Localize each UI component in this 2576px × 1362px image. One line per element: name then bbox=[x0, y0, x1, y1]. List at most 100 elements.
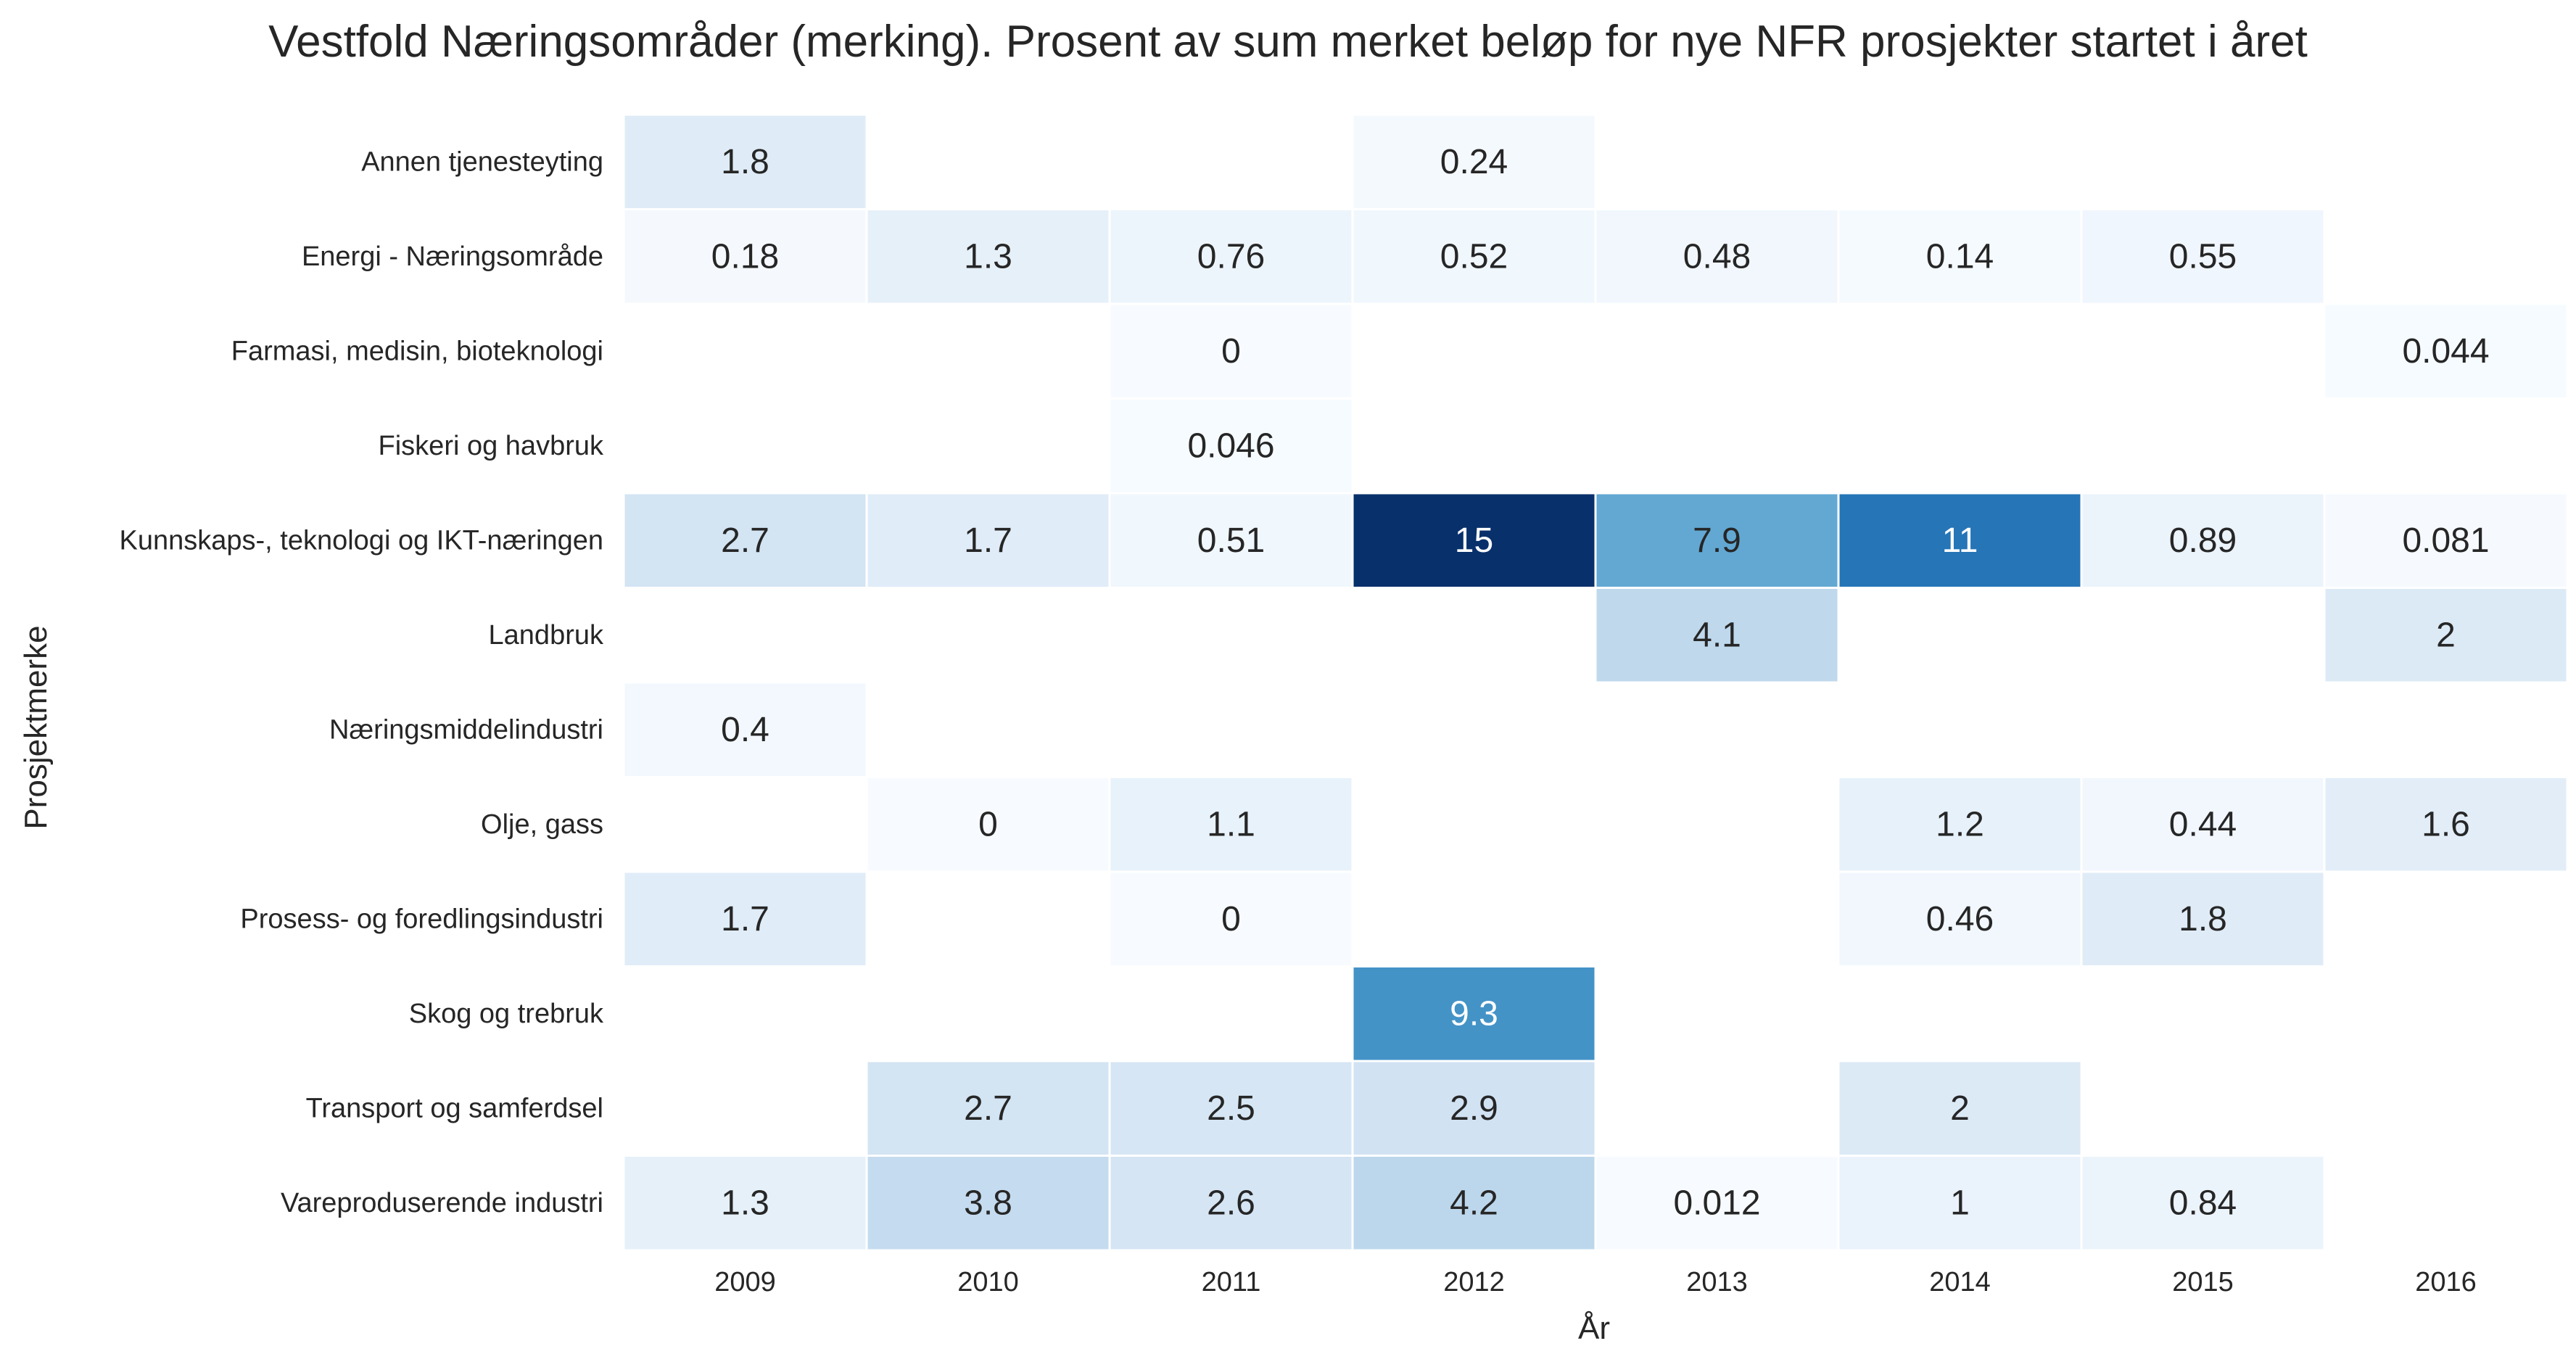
heatmap-cell-value: 1.1 bbox=[1207, 805, 1255, 843]
y-tick-label: Annen tjenesteyting bbox=[361, 146, 603, 177]
heatmap-cell bbox=[865, 492, 1111, 589]
heatmap-cell bbox=[2080, 492, 2326, 589]
y-tick-label: Kunnskaps-, teknologi og IKT-næringen bbox=[119, 525, 603, 556]
heatmap-cell-value: 0.84 bbox=[2169, 1184, 2237, 1222]
heatmap-cell bbox=[2080, 776, 2326, 873]
heatmap-cell-value: 0 bbox=[1221, 332, 1241, 371]
heatmap-cell-value: 0 bbox=[1221, 900, 1241, 938]
y-tick-label: Energi - Næringsområde bbox=[302, 242, 603, 272]
heatmap-cell-value: 3.8 bbox=[964, 1184, 1012, 1222]
heatmap-cell-value: 2 bbox=[2436, 616, 2456, 654]
y-tick-label: Næringsmiddelindustri bbox=[329, 714, 603, 745]
y-tick-label: Olje, gass bbox=[481, 809, 603, 840]
heatmap-cells: 1.8 0.24 0.18 1.3 0.76 0.52 0.48 0.14 0.55 0 0.044… bbox=[622, 113, 2569, 1252]
x-axis-tick-labels: 2009 2010 2011 2012 2013 2014 2015 2016 bbox=[714, 1267, 2477, 1297]
heatmap-cell bbox=[1108, 776, 1354, 873]
heatmap-cell-value: 0.76 bbox=[1197, 237, 1265, 276]
heatmap-cell-value: 0.4 bbox=[721, 711, 769, 749]
heatmap-cell bbox=[2080, 1155, 2326, 1252]
heatmap-cell-value: 7.9 bbox=[1693, 521, 1741, 560]
y-tick-label: Landbruk bbox=[489, 620, 604, 651]
heatmap-cell bbox=[1108, 1155, 1354, 1252]
heatmap-cell bbox=[1837, 208, 2083, 305]
heatmap-cell-value: 2.5 bbox=[1207, 1089, 1255, 1128]
heatmap-cell-value: 1.2 bbox=[1936, 805, 1984, 843]
heatmap-cell bbox=[622, 208, 868, 305]
heatmap-cell-value: 0 bbox=[978, 805, 998, 843]
x-axis-title: År bbox=[1578, 1311, 1610, 1346]
heatmap-cell bbox=[1594, 587, 1840, 684]
heatmap-cell-value: 0.24 bbox=[1440, 143, 1508, 181]
heatmap-cell-value: 0.89 bbox=[2169, 521, 2237, 560]
heatmap-cell-value: 2.6 bbox=[1207, 1184, 1255, 1222]
heatmap-cell bbox=[1351, 965, 1597, 1062]
heatmap-cell bbox=[1351, 492, 1597, 589]
heatmap-cell bbox=[1837, 1060, 2083, 1157]
x-tick-label: 2012 bbox=[1443, 1267, 1505, 1297]
y-axis-tick-labels: Annen tjenesteyting Energi - Næringsområd… bbox=[119, 146, 604, 1218]
heatmap-cell-value: 4.2 bbox=[1450, 1184, 1498, 1222]
x-tick-label: 2009 bbox=[714, 1267, 776, 1297]
heatmap-cell-value: 0.51 bbox=[1197, 521, 1265, 560]
heatmap-cell bbox=[622, 113, 868, 210]
heatmap-cell-value: 1.8 bbox=[2179, 900, 2227, 938]
heatmap-cell-value: 15 bbox=[1455, 521, 1493, 560]
heatmap-cell-value: 0.55 bbox=[2169, 237, 2237, 276]
heatmap-cell bbox=[1108, 870, 1354, 967]
x-tick-label: 2010 bbox=[957, 1267, 1019, 1297]
heatmap-cell-value: 0.18 bbox=[711, 237, 779, 276]
heatmap-cell-value: 9.3 bbox=[1450, 994, 1498, 1033]
heatmap-cell-value: 1.3 bbox=[964, 237, 1012, 276]
heatmap-cell-value: 2.7 bbox=[721, 521, 769, 560]
heatmap-cell bbox=[1594, 492, 1840, 589]
heatmap-cell-value: 2 bbox=[1950, 1089, 1970, 1128]
y-tick-label: Fiskeri og havbruk bbox=[379, 431, 604, 461]
heatmap-cell bbox=[1594, 1155, 1840, 1252]
heatmap-cell-value: 2.7 bbox=[964, 1089, 1012, 1128]
heatmap-cell-value: 0.044 bbox=[2402, 332, 2489, 371]
heatmap-cell bbox=[622, 492, 868, 589]
heatmap-cell bbox=[2323, 587, 2569, 684]
heatmap-cell bbox=[1108, 397, 1354, 495]
heatmap-cell-value: 4.1 bbox=[1693, 616, 1741, 654]
heatmap-cell-value: 0.52 bbox=[1440, 237, 1508, 276]
heatmap-cell bbox=[865, 208, 1111, 305]
heatmap-cell bbox=[622, 1155, 868, 1252]
heatmap-cell-value: 1 bbox=[1950, 1184, 1970, 1222]
heatmap-cell-value: 1.8 bbox=[721, 143, 769, 181]
heatmap-cell bbox=[1594, 208, 1840, 305]
heatmap-cell bbox=[1837, 1155, 2083, 1252]
heatmap-cell bbox=[2323, 302, 2569, 400]
x-tick-label: 2013 bbox=[1686, 1267, 1748, 1297]
y-tick-label: Vareproduserende industri bbox=[281, 1188, 603, 1218]
heatmap-cell bbox=[1351, 113, 1597, 210]
heatmap-cell bbox=[2323, 492, 2569, 589]
heatmap-cell bbox=[622, 681, 868, 778]
heatmap-cell-value: 0.14 bbox=[1926, 237, 1994, 276]
heatmap-cell-value: 0.046 bbox=[1187, 426, 1274, 465]
y-axis-title: Prosjektmerke bbox=[18, 625, 54, 829]
heatmap-cell bbox=[865, 1155, 1111, 1252]
heatmap-cell-value: 0.44 bbox=[2169, 805, 2237, 843]
heatmap-cell-value: 1.7 bbox=[964, 521, 1012, 560]
heatmap-cell-value: 0.012 bbox=[1673, 1184, 1760, 1222]
y-tick-label: Transport og samferdsel bbox=[306, 1093, 603, 1123]
heatmap-cell bbox=[622, 870, 868, 967]
x-tick-label: 2016 bbox=[2415, 1267, 2477, 1297]
heatmap-cell bbox=[2080, 208, 2326, 305]
heatmap-cell bbox=[1351, 208, 1597, 305]
heatmap-cell-value: 1.3 bbox=[721, 1184, 769, 1222]
heatmap-cell bbox=[1351, 1155, 1597, 1252]
y-tick-label: Skog og trebruk bbox=[409, 999, 604, 1029]
heatmap-cell-value: 11 bbox=[1942, 521, 1978, 560]
heatmap-cell bbox=[1108, 302, 1354, 400]
x-tick-label: 2011 bbox=[1202, 1267, 1261, 1297]
heatmap-cell bbox=[1837, 492, 2083, 589]
heatmap-cell bbox=[2323, 776, 2569, 873]
heatmap-cell bbox=[2080, 870, 2326, 967]
heatmap-cell-value: 0.48 bbox=[1683, 237, 1751, 276]
heatmap-cell-value: 0.081 bbox=[2402, 521, 2489, 560]
heatmap-cell-value: 1.7 bbox=[721, 900, 769, 938]
chart-title: Vestfold Næringsområder (merking). Prose… bbox=[268, 17, 2308, 67]
